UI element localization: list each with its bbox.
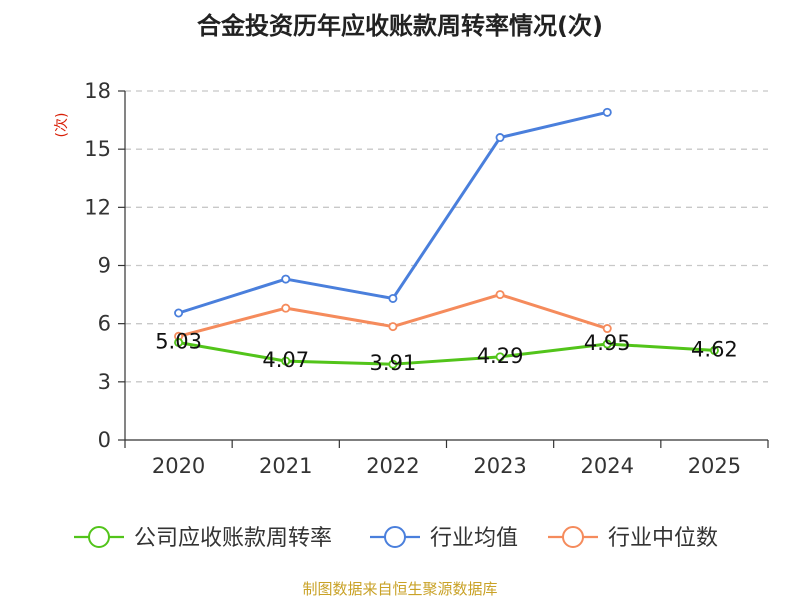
data-label: 5.03 xyxy=(155,329,202,353)
legend-marker xyxy=(88,526,110,548)
data-label: 4.62 xyxy=(691,337,738,361)
x-tick-label: 2025 xyxy=(688,454,741,478)
data-label: 4.29 xyxy=(477,344,524,368)
y-tick-label: 18 xyxy=(84,79,111,103)
x-tick-label: 2021 xyxy=(259,454,312,478)
legend-item[interactable]: 行业均值 xyxy=(370,526,518,551)
data-point xyxy=(174,308,184,318)
y-tick-label: 15 xyxy=(84,137,111,161)
x-tick-label: 2022 xyxy=(366,454,419,478)
data-point xyxy=(281,274,291,284)
data-point xyxy=(174,337,184,347)
legend-label: 公司应收账款周转率 xyxy=(134,526,332,551)
data-label: 4.95 xyxy=(584,331,631,355)
data-point xyxy=(281,303,291,313)
legend-label: 行业均值 xyxy=(430,526,518,551)
series-layer xyxy=(174,107,719,369)
legend-marker xyxy=(562,526,584,548)
legend-item[interactable]: 公司应收账款周转率 xyxy=(74,526,332,551)
legend-marker xyxy=(384,526,406,548)
data-point xyxy=(495,290,505,300)
y-tick-label: 9 xyxy=(98,254,111,278)
y-axis-label: (次) xyxy=(54,113,70,138)
data-label: 4.07 xyxy=(262,348,309,372)
data-point xyxy=(388,293,398,303)
series-line xyxy=(178,340,715,366)
y-tick-label: 0 xyxy=(98,428,111,452)
source-note: 制图数据来自恒生聚源数据库 xyxy=(302,580,497,598)
chart-title: 合金投资历年应收账款周转率情况(次) xyxy=(197,12,603,40)
data-point xyxy=(602,107,612,117)
legend: 公司应收账款周转率 行业均值 行业中位数 xyxy=(74,526,718,551)
data-point xyxy=(281,356,291,366)
data-point xyxy=(602,339,612,349)
data-point xyxy=(495,133,505,143)
axes: 0 3 6 9 12 15 18 2020 2021 2022 2023 2024 2025 xyxy=(84,79,769,478)
series-line xyxy=(178,110,608,315)
y-tick-label: 12 xyxy=(84,195,111,219)
data-point xyxy=(388,322,398,332)
data-point xyxy=(709,345,719,355)
data-labels: 5.03 4.07 3.91 4.29 4.95 4.62 xyxy=(155,329,738,375)
data-label: 3.91 xyxy=(370,351,417,375)
grid-lines xyxy=(125,90,768,383)
x-tick-label: 2024 xyxy=(581,454,634,478)
data-point xyxy=(602,324,612,334)
y-tick-label: 3 xyxy=(98,370,111,394)
x-tick-label: 2020 xyxy=(152,454,205,478)
data-point xyxy=(495,352,505,362)
data-point xyxy=(388,359,398,369)
x-tick-label: 2023 xyxy=(473,454,526,478)
legend-label: 行业中位数 xyxy=(608,526,718,551)
legend-item[interactable]: 行业中位数 xyxy=(548,526,718,551)
y-tick-label: 6 xyxy=(98,312,111,336)
